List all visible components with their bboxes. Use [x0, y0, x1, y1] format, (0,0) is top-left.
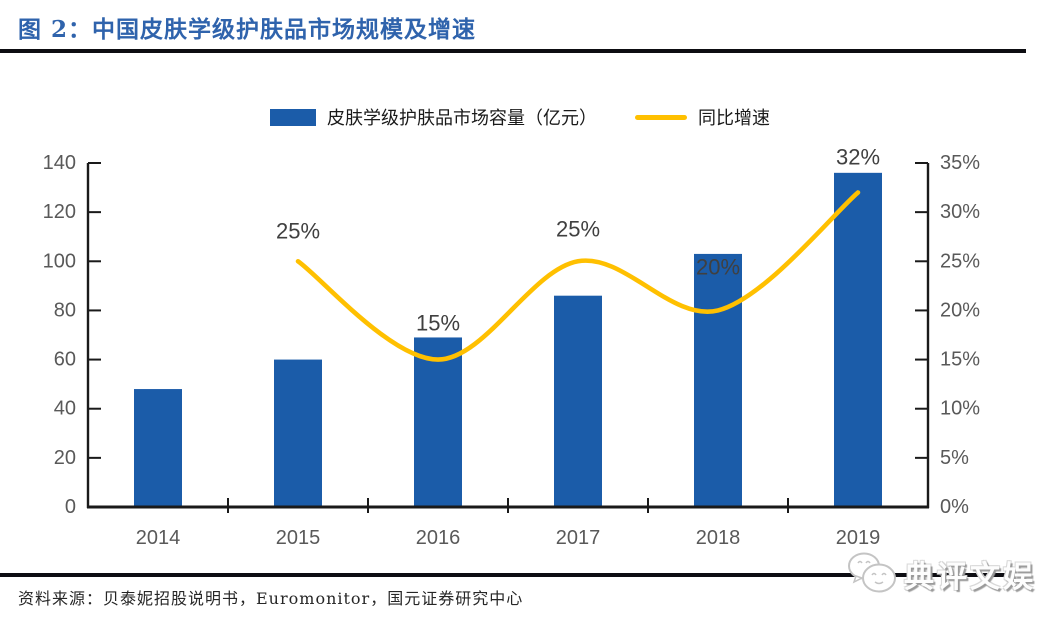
data-label-2018: 20% [696, 254, 740, 279]
watermark-text: 典评文娱 [904, 560, 1036, 595]
data-label-2019: 32% [836, 144, 880, 169]
bar-2018 [694, 253, 742, 507]
data-label-2016: 15% [416, 311, 460, 336]
right-axis-tick-label: 35% [940, 152, 980, 174]
bar-2014 [134, 389, 182, 507]
x-axis-label-2016: 2016 [416, 527, 461, 549]
left-axis-tick-label: 120 [43, 201, 76, 223]
left-axis-tick-label: 20 [54, 447, 76, 469]
left-axis-tick-label: 140 [43, 152, 76, 174]
right-axis-tick-label: 5% [940, 447, 969, 469]
bar-2019 [834, 172, 882, 508]
x-axis-label-2015: 2015 [276, 527, 321, 549]
right-axis-tick-label: 25% [940, 250, 980, 272]
legend-bar-label: 皮肤学级护肤品市场容量（亿元） [327, 108, 597, 129]
bar-2015 [274, 359, 322, 507]
bar-2016 [414, 337, 462, 507]
footer-divider [0, 573, 1008, 577]
right-axis-tick-label: 20% [940, 299, 980, 321]
right-axis-tick-label: 0% [940, 496, 969, 518]
figure-title: 图 2：中国皮肤学级护肤品市场规模及增速 [18, 16, 477, 43]
chat-bubbles-icon [848, 552, 896, 593]
left-axis-tick-label: 0 [65, 496, 76, 518]
x-axis-label-2014: 2014 [136, 527, 181, 549]
title-divider [0, 49, 1026, 53]
legend-bar-swatch-icon [270, 108, 316, 126]
left-axis-tick-label: 60 [54, 349, 76, 371]
bar-2017 [554, 295, 602, 507]
x-axis-label-2017: 2017 [556, 527, 601, 549]
x-axis-label-2019: 2019 [836, 527, 881, 549]
data-label-2017: 25% [556, 216, 600, 241]
growth-line [295, 190, 861, 362]
right-axis-tick-label: 15% [940, 349, 980, 371]
data-label-2015: 25% [276, 218, 320, 243]
legend-line-swatch-icon [635, 114, 687, 120]
source-note: 资料来源：贝泰妮招股说明书，Euromonitor，国元证券研究中心 [18, 589, 524, 608]
left-axis-tick-label: 80 [54, 299, 76, 321]
right-axis-tick-label: 10% [940, 398, 980, 420]
left-axis-tick-label: 40 [54, 398, 76, 420]
watermark: 典评文娱 [846, 551, 1036, 597]
chart-legend: 皮肤学级护肤品市场容量（亿元） 同比增速 [0, 104, 1040, 130]
x-axis-label-2018: 2018 [696, 527, 741, 549]
left-axis-tick-label: 100 [43, 250, 76, 272]
legend-line-label: 同比增速 [698, 108, 770, 129]
right-axis-tick-label: 30% [940, 201, 980, 223]
